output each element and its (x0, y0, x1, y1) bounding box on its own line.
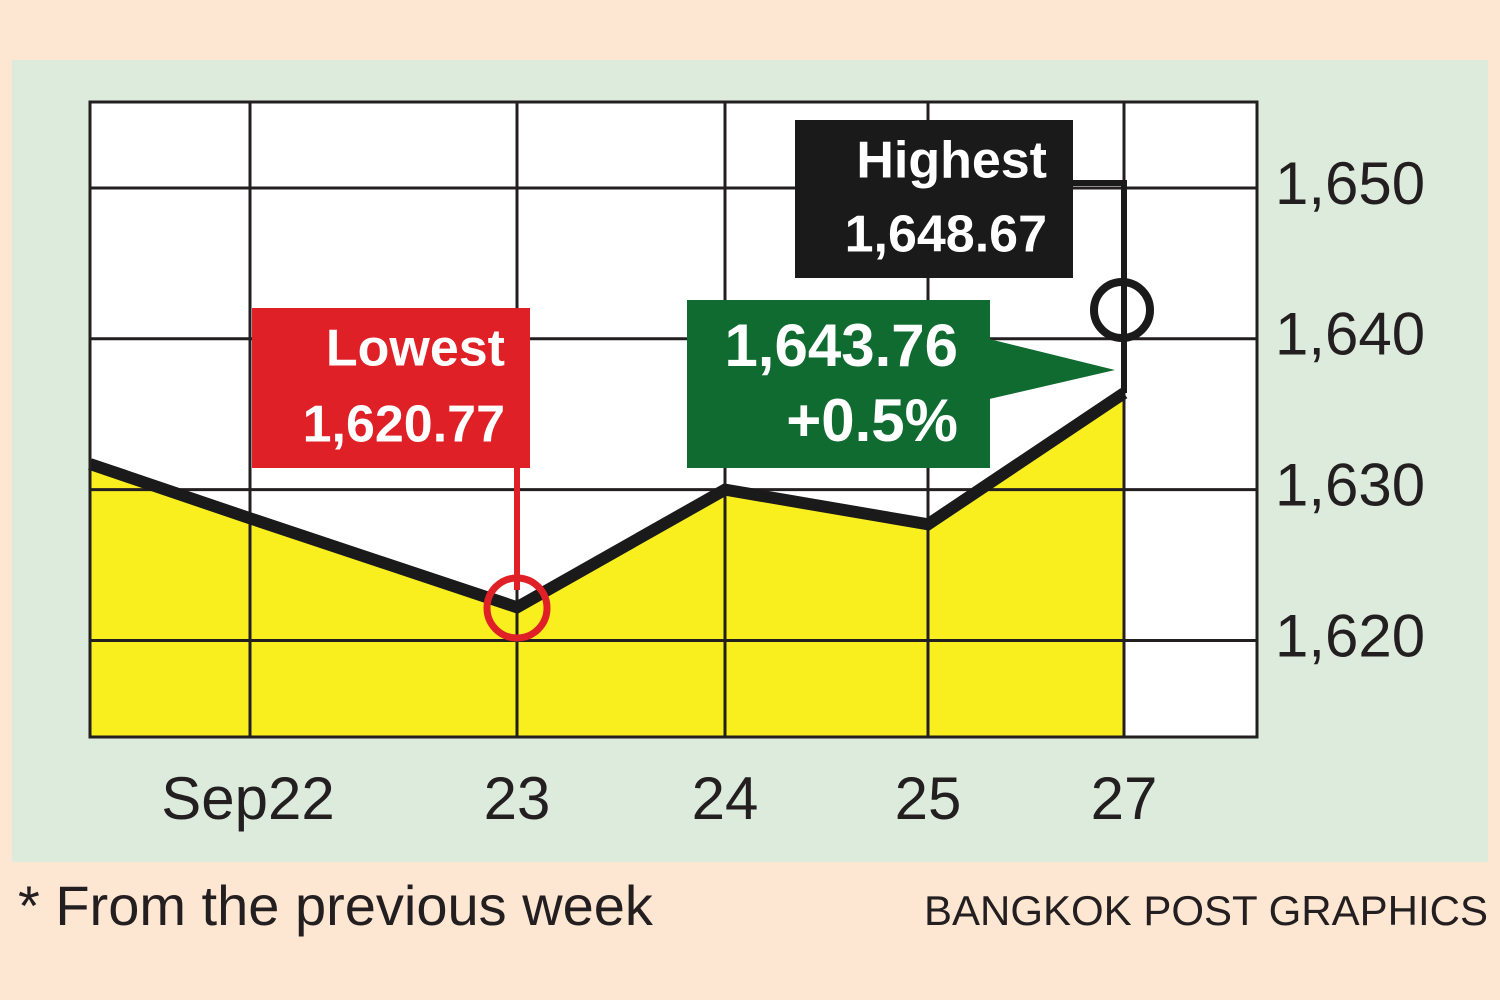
y-tick-label: 1,630 (1275, 451, 1425, 518)
low-marker (483, 574, 551, 642)
close-change: +0.5% (786, 387, 958, 454)
close-value: 1,643.76 (724, 312, 958, 379)
close-pointer (985, 338, 1115, 400)
line (88, 388, 1128, 614)
highest-label: Highest (856, 132, 1047, 190)
high-marker (1090, 278, 1154, 342)
highest-box (795, 120, 1073, 278)
x-tick-label: 23 (484, 765, 551, 832)
lowest-label: Lowest (326, 320, 505, 378)
lowest-value: 1,620.77 (303, 396, 505, 454)
area (90, 393, 1124, 737)
x-tick-label: Sep22 (161, 765, 335, 832)
x-tick-label: 27 (1091, 765, 1158, 832)
close-box (687, 300, 990, 468)
footnote: * From the previous week (18, 874, 654, 937)
leader (1073, 180, 1127, 393)
lowest-box (252, 308, 530, 468)
x-tick-label: 25 (895, 765, 962, 832)
y-tick-label: 1,620 (1275, 602, 1425, 669)
highest-value: 1,648.67 (845, 206, 1047, 264)
y-tick-label: 1,650 (1275, 150, 1425, 217)
source: BANGKOK POST GRAPHICS (924, 887, 1488, 934)
plot-border (88, 100, 1259, 739)
y-tick-label: 1,640 (1275, 301, 1425, 368)
x-tick-label: 24 (692, 765, 759, 832)
